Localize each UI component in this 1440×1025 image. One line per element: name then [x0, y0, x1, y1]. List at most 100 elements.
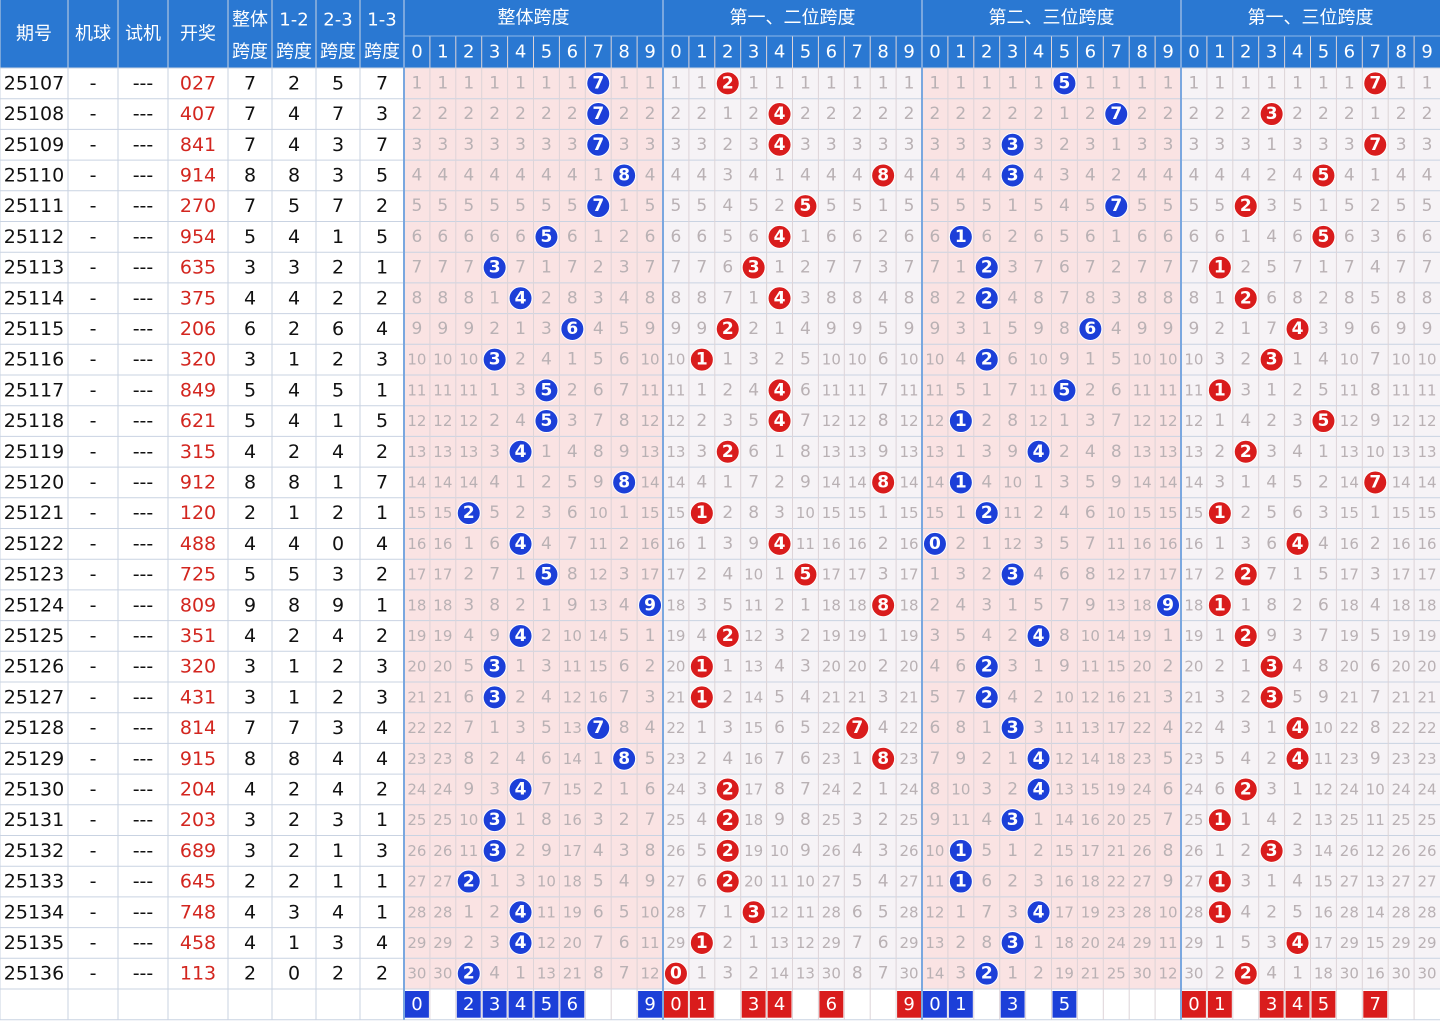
missing-count: 13 — [900, 443, 919, 461]
missing-count: 3 — [1214, 135, 1225, 155]
missing-count: 2 — [1292, 380, 1303, 400]
missing-count: 13 — [744, 658, 763, 676]
missing-count: 3 — [463, 595, 474, 615]
missing-count: 19 — [563, 903, 582, 921]
missing-count: 2 — [1292, 810, 1303, 830]
missing-count: 9 — [1033, 319, 1044, 339]
missing-count: 2 — [1033, 687, 1044, 707]
missing-count: 16 — [744, 750, 763, 768]
span-value: 1 — [376, 871, 388, 893]
machine-ball: - — [90, 656, 97, 678]
span-value: 7 — [244, 103, 256, 125]
span-value: 4 — [244, 287, 256, 309]
missing-count: 3 — [489, 933, 500, 953]
row-left-bg — [0, 528, 404, 560]
missing-count: 4 — [852, 165, 863, 185]
missing-count: 4 — [1266, 227, 1277, 247]
missing-count: 4 — [1007, 288, 1018, 308]
row-left-bg — [0, 436, 404, 468]
missing-count: 1 — [1266, 718, 1277, 738]
missing-count: 11 — [1314, 750, 1333, 768]
hit-digit: 1 — [955, 841, 967, 861]
missing-count: 6 — [1396, 227, 1407, 247]
missing-count: 6 — [748, 442, 759, 462]
missing-count: 1 — [722, 657, 733, 677]
hit-digit: 3 — [1007, 565, 1019, 585]
missing-count: 1 — [1292, 565, 1303, 585]
missing-count: 5 — [515, 196, 526, 216]
machine-ball: - — [90, 809, 97, 831]
missing-count: 4 — [1033, 565, 1044, 585]
machine-ball: - — [90, 533, 97, 555]
machine-ball: - — [90, 564, 97, 586]
hit-ball — [974, 961, 999, 986]
missing-count: 1 — [1292, 964, 1303, 984]
digit-header: 7 — [1370, 42, 1381, 63]
missing-count: 3 — [1266, 779, 1277, 799]
missing-count: 29 — [1340, 934, 1359, 952]
missing-count: 7 — [1396, 258, 1407, 278]
missing-count: 11 — [822, 381, 841, 399]
missing-count: 2 — [878, 227, 889, 247]
footer-box — [1285, 991, 1310, 1018]
missing-count: 12 — [925, 412, 944, 430]
missing-count: 1 — [1111, 135, 1122, 155]
hit-digit: 2 — [722, 319, 734, 339]
missing-count: 17 — [1184, 566, 1203, 584]
missing-count: 1 — [1318, 73, 1329, 93]
missing-count: 19 — [666, 627, 685, 645]
missing-count: 2 — [1137, 104, 1148, 124]
missing-count: 15 — [1159, 504, 1178, 522]
missing-count: 4 — [696, 626, 707, 646]
missing-count: 10 — [848, 351, 867, 369]
hit-digit: 2 — [463, 964, 475, 984]
hit-digit: 4 — [1033, 779, 1045, 799]
missing-count: 28 — [1133, 903, 1152, 921]
missing-count: 4 — [437, 165, 448, 185]
missing-count: 1 — [981, 718, 992, 738]
missing-count: 4 — [515, 749, 526, 769]
missing-count: 6 — [930, 718, 941, 738]
hit-digit: 7 — [1369, 472, 1381, 492]
missing-count: 3 — [748, 350, 759, 370]
missing-count: 1 — [722, 472, 733, 492]
digit-header: 6 — [1344, 42, 1355, 63]
missing-count: 4 — [1137, 165, 1148, 185]
missing-count: 27 — [433, 873, 452, 891]
missing-count: 6 — [1214, 227, 1225, 247]
hit-ball — [586, 71, 611, 96]
missing-count: 2 — [515, 687, 526, 707]
missing-count: 1 — [722, 350, 733, 370]
hit-digit: 5 — [1318, 227, 1330, 247]
machine-ball: - — [90, 748, 97, 770]
issue: 25110 — [4, 164, 64, 186]
missing-count: 29 — [407, 934, 426, 952]
column-header: 期号 — [16, 24, 52, 45]
missing-count: 9 — [645, 319, 656, 339]
missing-count: 8 — [930, 779, 941, 799]
missing-count: 2 — [1214, 104, 1225, 124]
digit-header: 0 — [670, 42, 681, 63]
missing-count: 1 — [489, 288, 500, 308]
missing-count: 1 — [774, 319, 785, 339]
missing-count: 4 — [981, 472, 992, 492]
footer-digit: 1 — [955, 994, 966, 1015]
missing-count: 23 — [1418, 750, 1437, 768]
hit-digit: 6 — [566, 319, 578, 339]
missing-count: 2 — [567, 380, 578, 400]
hit-ball — [767, 102, 792, 127]
hit-digit: 2 — [1240, 565, 1252, 585]
issue: 25133 — [4, 871, 64, 893]
missing-count: 9 — [1189, 319, 1200, 339]
missing-count: 5 — [696, 196, 707, 216]
missing-count: 1 — [515, 810, 526, 830]
missing-count: 12 — [1392, 412, 1411, 430]
span-value: 3 — [332, 932, 344, 954]
missing-count: 28 — [1184, 903, 1203, 921]
missing-count: 4 — [541, 350, 552, 370]
missing-count: 19 — [744, 842, 763, 860]
machine-ball: - — [90, 379, 97, 401]
missing-count: 10 — [1392, 351, 1411, 369]
missing-count: 18 — [666, 596, 685, 614]
draw-number: 912 — [180, 471, 216, 493]
